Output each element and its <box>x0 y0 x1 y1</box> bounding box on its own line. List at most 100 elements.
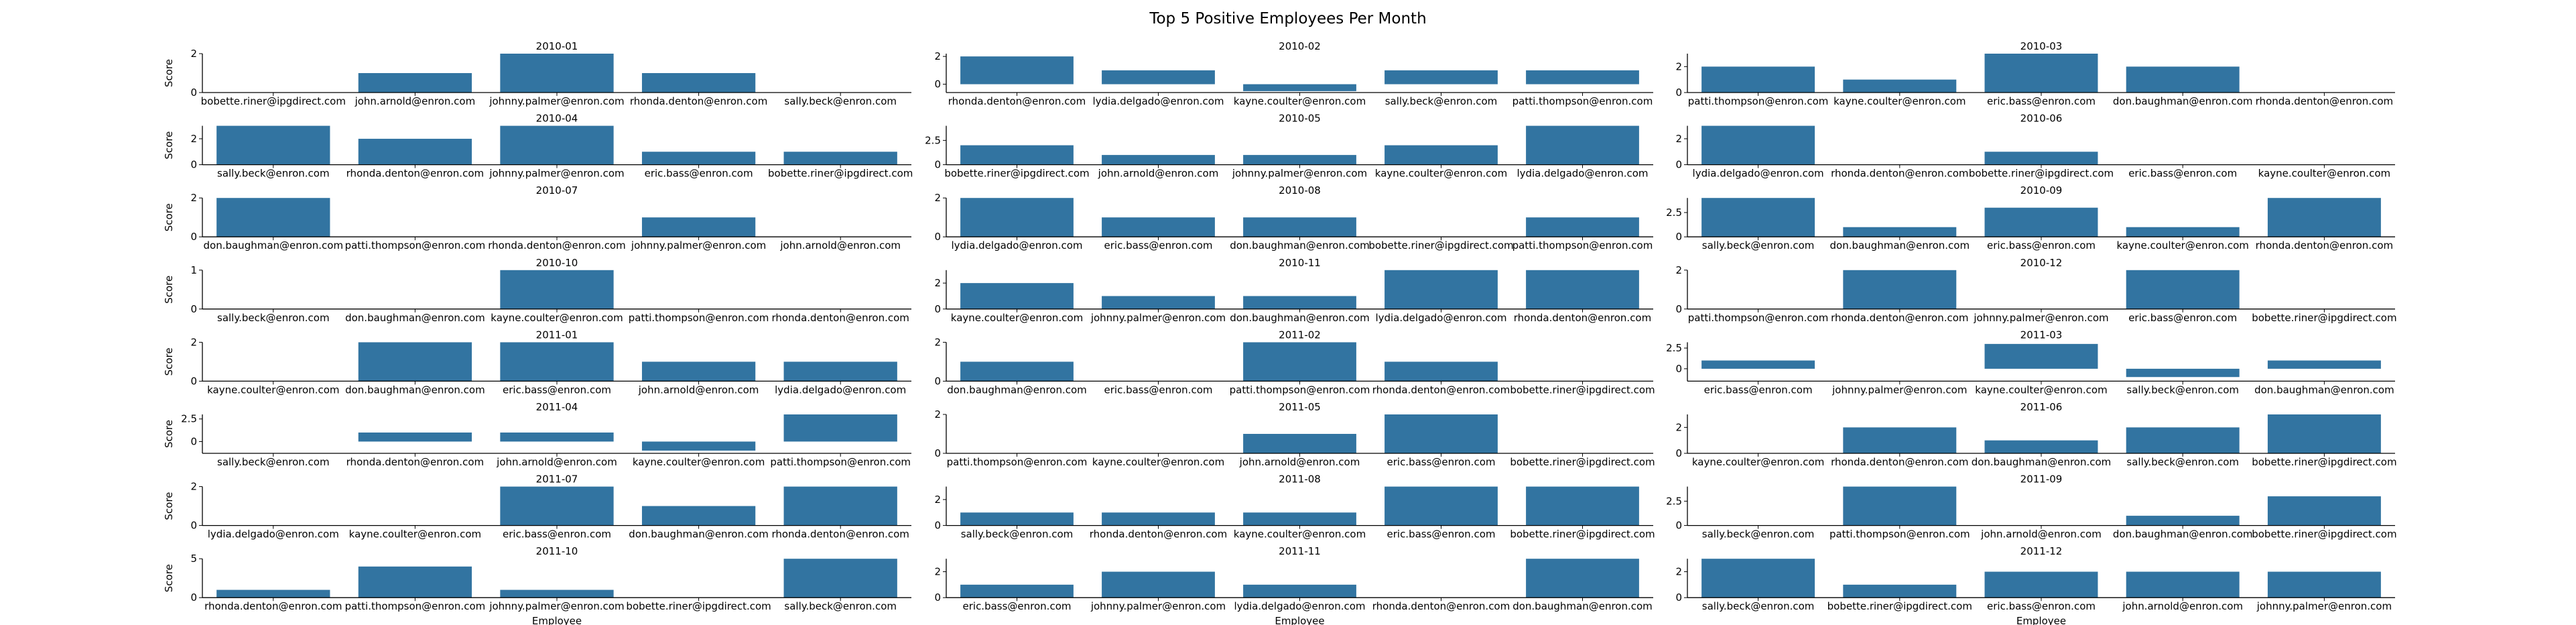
y-tick-label: 0 <box>190 375 197 387</box>
x-tick-label: rhonda.denton@enron.com <box>1372 600 1510 612</box>
x-tick-label: rhonda.denton@enron.com <box>1372 384 1510 396</box>
subplot-2010-03: 2010-03 patti.thompson@enron.com kayne.cou… <box>1675 40 2395 107</box>
x-tick-label: kayne.coulter@enron.com <box>1833 95 1966 107</box>
x-tick-label: kayne.coulter@enron.com <box>1234 95 1366 107</box>
bar <box>2267 414 2381 453</box>
bar <box>1102 296 1215 309</box>
x-tick-label: don.baughman@enron.com <box>629 528 769 541</box>
subplot-title: 2010-11 <box>1279 257 1321 269</box>
bar <box>783 486 897 526</box>
x-tick-label: lydia.delgado@enron.com <box>775 384 906 396</box>
x-tick-label: lydia.delgado@enron.com <box>1234 600 1365 612</box>
bar <box>216 198 330 237</box>
x-tick-label: john.arnold@enron.com <box>1239 456 1360 468</box>
bar <box>1102 70 1215 84</box>
y-tick-label: 0 <box>934 447 941 459</box>
subplot-title: 2011-01 <box>536 329 578 341</box>
y-tick-label: 2 <box>190 133 197 145</box>
x-tick-label: sally.beck@enron.com <box>217 312 330 324</box>
subplot-2010-08: 2010-08 lydia.delgado@enron.com eric.bass@… <box>934 184 1653 251</box>
x-tick-label: sally.beck@enron.com <box>1702 528 1815 541</box>
subplot-title: 2011-07 <box>536 473 578 486</box>
x-tick-label: kayne.coulter@enron.com <box>951 312 1083 324</box>
x-tick-label: don.baughman@enron.com <box>345 312 485 324</box>
y-tick-label: 0 <box>190 303 197 315</box>
x-axis-label: Employee <box>2016 615 2066 625</box>
subplot-title: 2011-02 <box>1279 329 1321 341</box>
y-tick-label: 2 <box>1675 133 1682 145</box>
bar <box>2267 571 2381 598</box>
x-tick-label: rhonda.denton@enron.com <box>2256 239 2393 251</box>
x-tick-label: john.arnold@enron.com <box>779 239 901 251</box>
subplot-title: 2010-01 <box>536 40 578 52</box>
y-axis-label: Score <box>163 131 175 160</box>
subplot-2010-11: 2010-11 kayne.coulter@enron.com johnny.pal… <box>934 257 1653 324</box>
bar <box>1984 152 2098 165</box>
x-tick-label: don.baughman@enron.com <box>2113 528 2253 541</box>
bar <box>1243 584 1356 598</box>
x-tick-label: john.arnold@enron.com <box>496 456 617 468</box>
y-tick-label: 1 <box>190 264 197 276</box>
x-tick-label: patti.thompson@enron.com <box>345 600 486 612</box>
subplot-title: 2010-12 <box>2020 257 2063 269</box>
x-tick-label: john.arnold@enron.com <box>355 95 476 107</box>
subplot-2011-03: 2011-03 eric.bass@enron.com johnny.palmer@… <box>1666 329 2395 396</box>
bar <box>783 152 897 165</box>
x-tick-label: bobette.riner@ipgdirect.com <box>1510 528 1655 541</box>
x-tick-label: patti.thompson@enron.com <box>1829 528 1970 541</box>
subplot-title: 2011-09 <box>2020 473 2063 486</box>
subplot-title: 2011-03 <box>2020 329 2063 341</box>
subplot-title: 2010-05 <box>1279 113 1321 125</box>
x-tick-label: don.baughman@enron.com <box>1230 239 1370 251</box>
y-tick-label: 2.5 <box>1666 342 1682 354</box>
x-tick-label: rhonda.denton@enron.com <box>1514 312 1651 324</box>
y-tick-label: 2 <box>190 192 197 204</box>
x-axis-label: Employee <box>532 615 582 625</box>
bar <box>1384 414 1498 453</box>
y-tick-label: 0 <box>934 303 941 315</box>
x-tick-label: patti.thompson@enron.com <box>947 456 1088 468</box>
x-tick-label: rhonda.denton@enron.com <box>2256 95 2393 107</box>
subplot-title: 2011-06 <box>2020 401 2063 413</box>
x-tick-label: don.baughman@enron.com <box>2254 384 2394 396</box>
x-tick-label: don.baughman@enron.com <box>1512 600 1653 612</box>
x-tick-label: sally.beck@enron.com <box>784 600 897 612</box>
y-tick-label: 2 <box>1675 566 1682 578</box>
x-tick-label: eric.bass@enron.com <box>1387 528 1496 541</box>
y-axis-label: Score <box>163 564 175 592</box>
x-tick-label: don.baughman@enron.com <box>1230 312 1370 324</box>
x-tick-label: rhonda.denton@enron.com <box>346 168 484 180</box>
x-tick-label: john.arnold@enron.com <box>2122 600 2243 612</box>
x-tick-label: johnny.palmer@enron.com <box>489 168 624 180</box>
x-tick-label: sally.beck@enron.com <box>217 456 330 468</box>
x-tick-label: john.arnold@enron.com <box>1098 168 1219 180</box>
x-tick-label: lydia.delgado@enron.com <box>1375 312 1506 324</box>
y-tick-label: 2 <box>934 566 941 578</box>
bar <box>1526 125 1639 165</box>
subplot-title: 2010-06 <box>2020 113 2063 125</box>
x-tick-label: sally.beck@enron.com <box>961 528 1074 541</box>
y-tick-label: 5 <box>190 553 197 565</box>
y-tick-label: 2 <box>934 50 941 62</box>
y-tick-label: 2 <box>190 48 197 60</box>
bar <box>1843 584 1957 598</box>
x-tick-label: kayne.coulter@enron.com <box>1092 456 1224 468</box>
subplot-2010-04: 2010-04 sally.beck@enron.com rhonda.denton… <box>163 113 913 180</box>
x-axis-label: Employee <box>1275 615 1324 625</box>
x-tick-label: eric.bass@enron.com <box>1987 239 2096 251</box>
subplot-title: 2010-04 <box>536 113 578 125</box>
bar <box>2126 270 2240 309</box>
x-tick-label: don.baughman@enron.com <box>345 384 485 396</box>
x-tick-label: bobette.riner@ipgdirect.com <box>1827 600 1972 612</box>
y-tick-label: 2 <box>934 336 941 348</box>
bar <box>1384 70 1498 84</box>
bar <box>500 589 614 598</box>
x-tick-label: bobette.riner@ipgdirect.com <box>626 600 771 612</box>
subplot-2010-09: 2010-09 sally.beck@enron.com don.baughman@… <box>1666 184 2395 251</box>
subplot-2011-09: 2011-09 sally.beck@enron.com patti.thompso… <box>1666 473 2396 541</box>
bar <box>1843 427 1957 453</box>
x-tick-label: eric.bass@enron.com <box>2128 312 2237 324</box>
bar <box>1526 486 1639 526</box>
x-tick-label: eric.bass@enron.com <box>645 168 753 180</box>
y-tick-label: 2 <box>190 336 197 348</box>
